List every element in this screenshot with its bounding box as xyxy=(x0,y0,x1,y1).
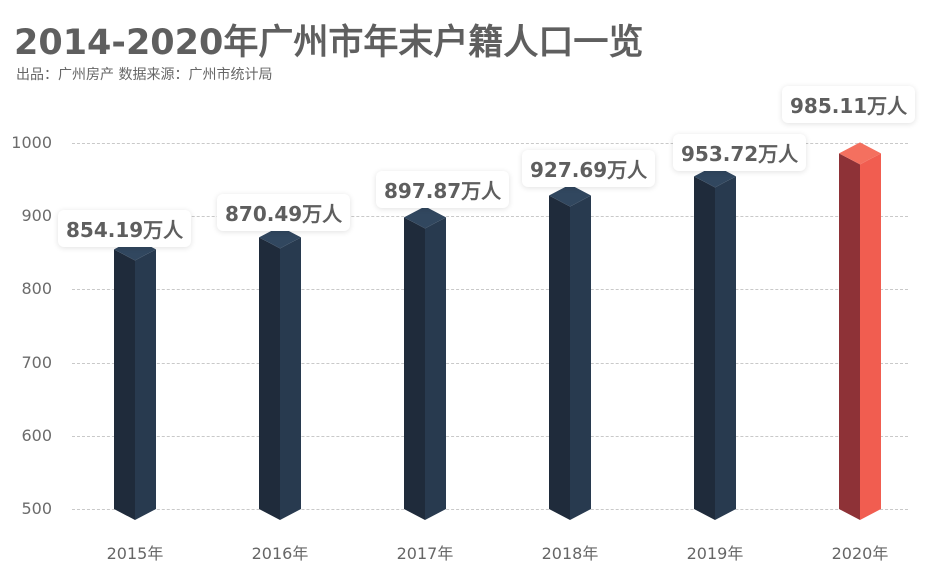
bar-left-face xyxy=(259,237,280,520)
data-label-2019: 953.72万人 xyxy=(673,134,807,171)
bar-left-face xyxy=(404,217,425,520)
data-label-2020: 985.11万人 xyxy=(782,86,916,123)
bar-top-face xyxy=(259,226,301,249)
gridline xyxy=(72,143,908,144)
bar-left-face xyxy=(549,195,570,520)
data-label-2018: 927.69万人 xyxy=(522,150,656,187)
data-label-2017: 897.87万人 xyxy=(376,171,510,208)
bar-right-face xyxy=(715,176,736,521)
bar-2017 xyxy=(404,206,446,520)
bar-right-face xyxy=(860,153,881,520)
y-tick-700: 700 xyxy=(21,353,52,372)
data-label-2016: 870.49万人 xyxy=(217,194,351,231)
gridline xyxy=(72,289,908,290)
bar-right-face xyxy=(570,195,591,520)
bar-2016 xyxy=(259,226,301,520)
bar-top-face xyxy=(404,206,446,229)
gridline xyxy=(72,436,908,437)
x-tick-2016: 2016年 xyxy=(251,544,309,563)
bar-top-face xyxy=(549,184,591,207)
gridline xyxy=(72,509,908,510)
bar-right-face xyxy=(280,237,301,520)
x-tick-2019: 2019年 xyxy=(686,544,744,563)
x-tick-2020: 2020年 xyxy=(831,544,889,563)
y-tick-1000: 1000 xyxy=(11,133,52,152)
bar-2018 xyxy=(549,184,591,520)
bar-left-face xyxy=(114,249,135,520)
data-label-2015: 854.19万人 xyxy=(58,210,192,247)
bar-right-face xyxy=(135,249,156,520)
gridline xyxy=(72,216,908,217)
bar-left-face xyxy=(694,176,715,521)
y-tick-600: 600 xyxy=(21,426,52,445)
gridline xyxy=(72,363,908,364)
y-tick-800: 800 xyxy=(21,279,52,298)
chart-title: 2014-2020年广州市年末户籍人口一览 xyxy=(14,23,644,63)
bar-2020 xyxy=(839,142,881,520)
x-tick-2015: 2015年 xyxy=(106,544,164,563)
x-tick-2017: 2017年 xyxy=(396,544,454,563)
y-tick-900: 900 xyxy=(21,206,52,225)
x-tick-2018: 2018年 xyxy=(541,544,599,563)
bar-right-face xyxy=(425,217,446,520)
bar-left-face xyxy=(839,153,860,520)
chart-subtitle: 出品：广州房产 数据来源：广州市统计局 xyxy=(16,67,273,83)
bar-2019 xyxy=(694,165,736,521)
bar-top-face xyxy=(839,142,881,165)
y-tick-500: 500 xyxy=(21,499,52,518)
bar-2015 xyxy=(114,238,156,520)
